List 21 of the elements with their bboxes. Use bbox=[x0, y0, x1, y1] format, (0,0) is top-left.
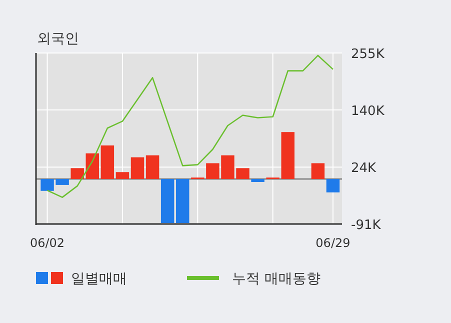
legend-label: 일별매매 bbox=[71, 271, 127, 287]
chart-title: 외국인 bbox=[37, 31, 79, 47]
line-series bbox=[46, 54, 334, 198]
bar bbox=[146, 155, 160, 180]
y-tick-label: 140K bbox=[351, 104, 385, 119]
bar bbox=[176, 179, 190, 224]
bar bbox=[160, 179, 174, 224]
bar bbox=[70, 168, 84, 180]
bar bbox=[130, 157, 144, 180]
bar bbox=[100, 145, 114, 180]
x-tick-label: 06/02 bbox=[30, 236, 65, 250]
bar bbox=[116, 172, 130, 180]
bar bbox=[251, 179, 264, 182]
x-tick-label: 06/29 bbox=[316, 236, 350, 250]
y-tick-label: 24K bbox=[351, 161, 377, 176]
legend-label: 누적 매매동향 bbox=[232, 271, 320, 287]
y-tick-label: 255K bbox=[351, 47, 385, 62]
bar bbox=[326, 179, 340, 192]
y-tick-label: -91K bbox=[351, 218, 382, 233]
bar bbox=[311, 163, 325, 180]
bar bbox=[281, 132, 294, 180]
